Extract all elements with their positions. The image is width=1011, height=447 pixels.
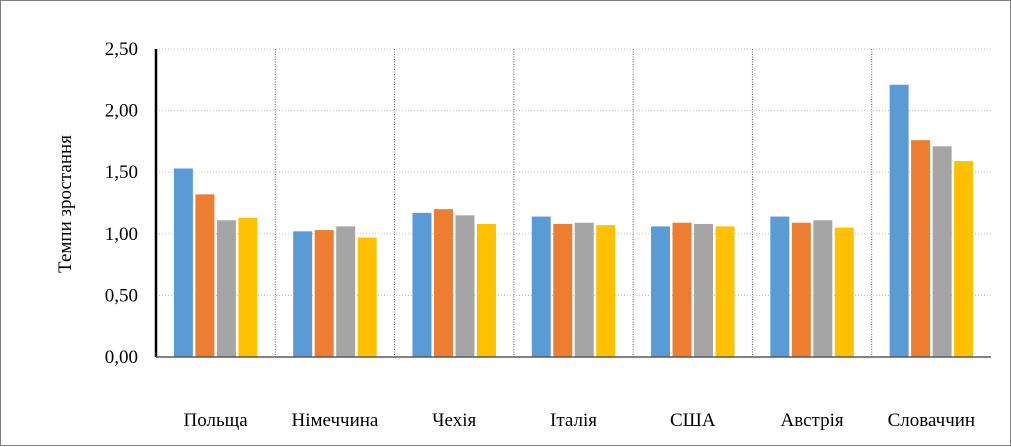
- x-category-label: Австрія: [781, 410, 844, 431]
- bar: [238, 217, 258, 357]
- y-tick-label: 2,50: [105, 39, 138, 60]
- bar: [173, 168, 193, 357]
- bar: [293, 231, 313, 357]
- y-tick-labels: 0,00 0,50 1,00 1,50 2,00 2,50: [105, 39, 138, 368]
- bar: [715, 226, 735, 357]
- y-axis-title: Темпи зростання: [55, 135, 76, 273]
- x-category-label: США: [670, 410, 716, 431]
- bar: [954, 161, 974, 357]
- y-tick-label: 1,00: [105, 224, 138, 245]
- x-category-label: Італія: [550, 410, 597, 431]
- bar: [455, 215, 475, 357]
- bar: [813, 220, 833, 357]
- y-tick-label: 0,50: [105, 285, 138, 306]
- bar: [195, 194, 215, 357]
- bars: [173, 84, 974, 357]
- bar: [476, 223, 496, 357]
- y-tick-label: 2,00: [105, 101, 138, 122]
- bar: [216, 220, 236, 357]
- bar: [834, 227, 854, 357]
- bar: [889, 84, 909, 357]
- y-tick-label: 0,00: [105, 347, 138, 368]
- x-category-label: Німеччина: [291, 410, 378, 431]
- bar: [553, 223, 573, 357]
- bar: [672, 222, 692, 357]
- x-category-labels: Польща Німеччина Чехія Італія США Австрія Слов…: [184, 410, 976, 431]
- bar: [596, 225, 616, 357]
- bar: [651, 226, 671, 357]
- x-category-label: Словаччин: [888, 410, 976, 431]
- bar: [531, 216, 551, 357]
- bar: [412, 212, 432, 357]
- x-category-label: Чехія: [432, 410, 476, 431]
- x-category-label: Польща: [184, 410, 249, 431]
- gridlines: [156, 48, 991, 296]
- bar: [357, 237, 377, 357]
- bar: [770, 216, 790, 357]
- bar: [932, 146, 952, 357]
- bar: [314, 230, 334, 357]
- bar: [336, 226, 356, 357]
- axes: [154, 49, 991, 358]
- bar: [694, 223, 714, 357]
- bar: [574, 222, 594, 357]
- bar: [433, 209, 453, 357]
- y-tick-label: 1,50: [105, 162, 138, 183]
- bar: [911, 140, 931, 357]
- bar: [791, 222, 811, 357]
